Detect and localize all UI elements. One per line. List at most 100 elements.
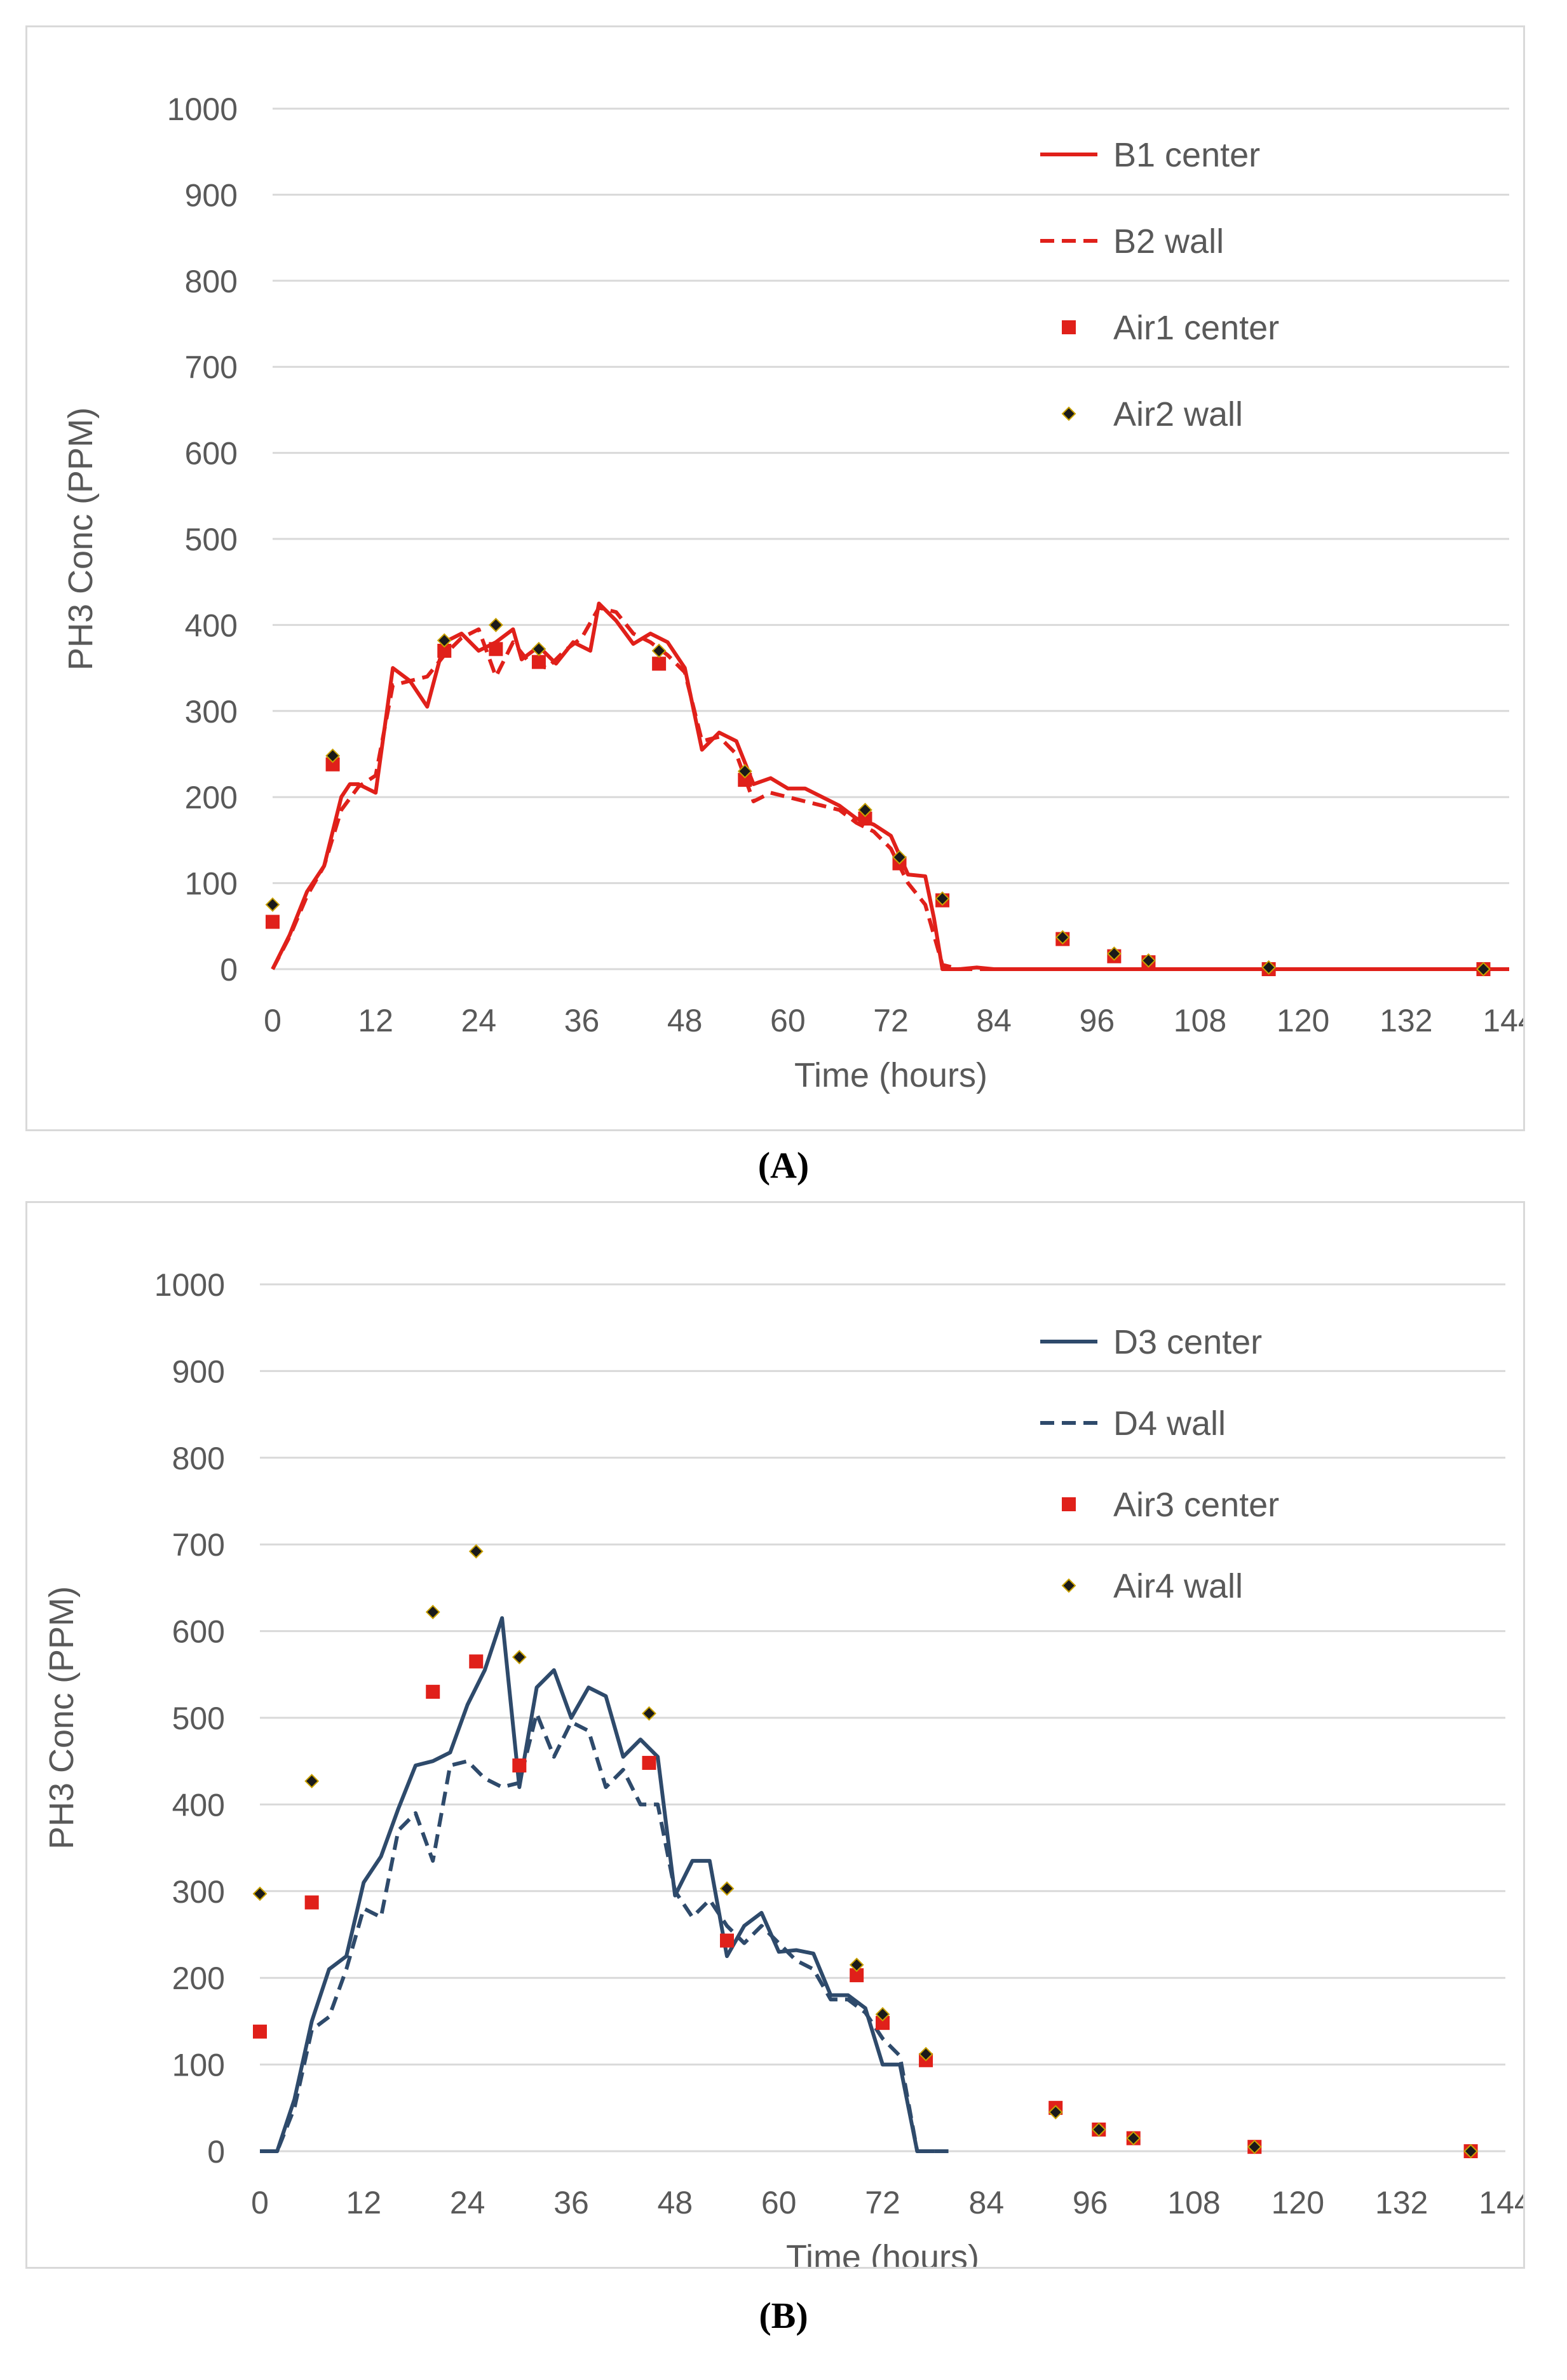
- legend: D3 center D4 wall Air3 center Air4 wall: [1040, 1323, 1279, 1605]
- x-tick-label: 0: [251, 2185, 269, 2220]
- data-point-square: [253, 2024, 267, 2039]
- data-point-diamond: [1141, 953, 1156, 968]
- y-tick-label: 700: [172, 1527, 225, 1563]
- y-tick-label: 100: [185, 866, 238, 902]
- y-tick-label: 1000: [154, 1267, 225, 1303]
- data-point-square: [876, 2016, 890, 2030]
- x-axis-title: Time (hours): [786, 2238, 979, 2267]
- data-point-diamond: [1463, 2144, 1478, 2159]
- data-point-diamond: [1091, 2122, 1106, 2137]
- data-point-diamond: [1476, 962, 1491, 977]
- data-point-diamond: [1261, 960, 1277, 975]
- series-line-center: [271, 601, 1509, 971]
- legend: B1 center B2 wall Air1 center Air2 wall: [1040, 136, 1279, 433]
- y-tick-label: 0: [220, 952, 238, 988]
- data-point-diamond: [1247, 2139, 1262, 2154]
- y-tick-label: 800: [185, 264, 238, 299]
- data-point-square: [652, 656, 667, 671]
- x-tick-label: 36: [553, 2185, 589, 2220]
- y-tick-label: 100: [172, 2048, 225, 2083]
- series-line-center: [260, 1616, 935, 2153]
- x-tick-label: 48: [667, 1003, 703, 1038]
- legend-label: D4 wall: [1113, 1404, 1226, 1443]
- legend-swatch-square: [1062, 1497, 1076, 1511]
- x-tick-label: 144: [1479, 2185, 1523, 2220]
- data-point-diamond: [265, 897, 280, 912]
- x-tick-label: 108: [1167, 2185, 1220, 2220]
- chart-panel-b: 0 100 200 300 400 500 600 700 800 900 1000 0 12 24 36 4…: [25, 1201, 1532, 2276]
- legend-label: Air4 wall: [1113, 1567, 1243, 1605]
- x-tick-label: 132: [1375, 2185, 1428, 2220]
- legend-swatch-diamond: [1061, 1578, 1076, 1593]
- y-tick-label: 200: [185, 780, 238, 815]
- data-point-square: [858, 812, 872, 826]
- legend-label: B1 center: [1113, 136, 1260, 174]
- data-point-diamond: [437, 633, 452, 648]
- data-point-square: [850, 1968, 864, 1983]
- y-tick-label: 900: [172, 1354, 225, 1389]
- legend-label: B2 wall: [1113, 222, 1224, 261]
- data-point-square: [512, 1758, 527, 1773]
- data-point-diamond: [1126, 2131, 1141, 2145]
- y-tick-label: 1000: [167, 92, 238, 127]
- legend-swatch-diamond: [1061, 406, 1076, 421]
- data-point-diamond: [642, 1706, 656, 1721]
- y-tick-label: 500: [185, 522, 238, 557]
- y-tick-label: 200: [172, 1961, 225, 1996]
- x-tick-label: 36: [564, 1003, 600, 1038]
- data-point-square: [720, 1933, 734, 1948]
- data-point-diamond: [1055, 930, 1070, 945]
- data-point-square: [489, 642, 503, 656]
- legend-label: D3 center: [1113, 1323, 1262, 1361]
- y-axis-title: PH3 Conc (PPM): [62, 407, 100, 670]
- legend-swatch-square: [1062, 320, 1076, 334]
- data-point-diamond: [935, 891, 950, 906]
- data-point-diamond: [737, 764, 752, 779]
- x-tick-label: 72: [865, 2185, 900, 2220]
- legend-label: Air1 center: [1113, 309, 1279, 347]
- data-point-diamond: [918, 2046, 933, 2062]
- y-tick-label: 500: [172, 1701, 225, 1736]
- data-point-square: [738, 773, 752, 787]
- x-tick-label: 24: [450, 2185, 485, 2220]
- data-point-diamond: [651, 643, 667, 658]
- data-point-diamond: [1048, 2105, 1063, 2120]
- x-tick-label: 72: [873, 1003, 909, 1038]
- data-point-diamond: [512, 1650, 527, 1664]
- y-tick-label: 300: [185, 694, 238, 730]
- y-tick-label: 700: [185, 350, 238, 385]
- x-tick-label: 60: [761, 2185, 797, 2220]
- data-point-square: [469, 1654, 484, 1669]
- x-tick-label: 84: [969, 2185, 1005, 2220]
- data-point-square: [437, 644, 452, 658]
- x-tick-label: 12: [346, 2185, 382, 2220]
- data-point-square: [531, 655, 546, 669]
- chart-a-svg: 0 100 200 300 400 500 600 700 800 900 1000 0 12 24 36 4…: [62, 92, 1536, 1094]
- y-tick-label: 300: [172, 1874, 225, 1910]
- legend-label: Air2 wall: [1113, 395, 1243, 433]
- x-tick-label: 24: [461, 1003, 497, 1038]
- data-point-diamond: [858, 803, 872, 817]
- data-point-diamond: [719, 1881, 735, 1896]
- y-tick-label: 400: [172, 1787, 225, 1823]
- data-point-diamond: [325, 748, 341, 763]
- y-tick-label: 600: [185, 436, 238, 472]
- data-point-square: [325, 757, 340, 772]
- x-tick-label: 48: [658, 2185, 693, 2220]
- chart-panel-a: 0 100 200 300 400 500 600 700 800 900 1000 0 12 24 36 4…: [25, 25, 1536, 1131]
- x-tick-label: 144: [1482, 1003, 1523, 1038]
- data-point-square: [266, 915, 280, 929]
- series-line-wall: [260, 1711, 952, 2153]
- data-point-square: [304, 1895, 319, 1910]
- y-tick-label: 0: [207, 2134, 225, 2170]
- legend-label: Air3 center: [1113, 1486, 1279, 1524]
- x-tick-label: 96: [1080, 1003, 1115, 1038]
- data-point-diamond: [304, 1774, 320, 1788]
- data-point-diamond: [252, 1886, 268, 1901]
- y-tick-label: 800: [172, 1441, 225, 1476]
- x-tick-label: 84: [976, 1003, 1012, 1038]
- series-line-wall: [271, 606, 1509, 971]
- data-point-diamond: [488, 617, 503, 632]
- chart-b-svg: 0 100 200 300 400 500 600 700 800 900 1000 0 12 24 36 4…: [43, 1267, 1532, 2276]
- x-tick-label: 0: [264, 1003, 282, 1038]
